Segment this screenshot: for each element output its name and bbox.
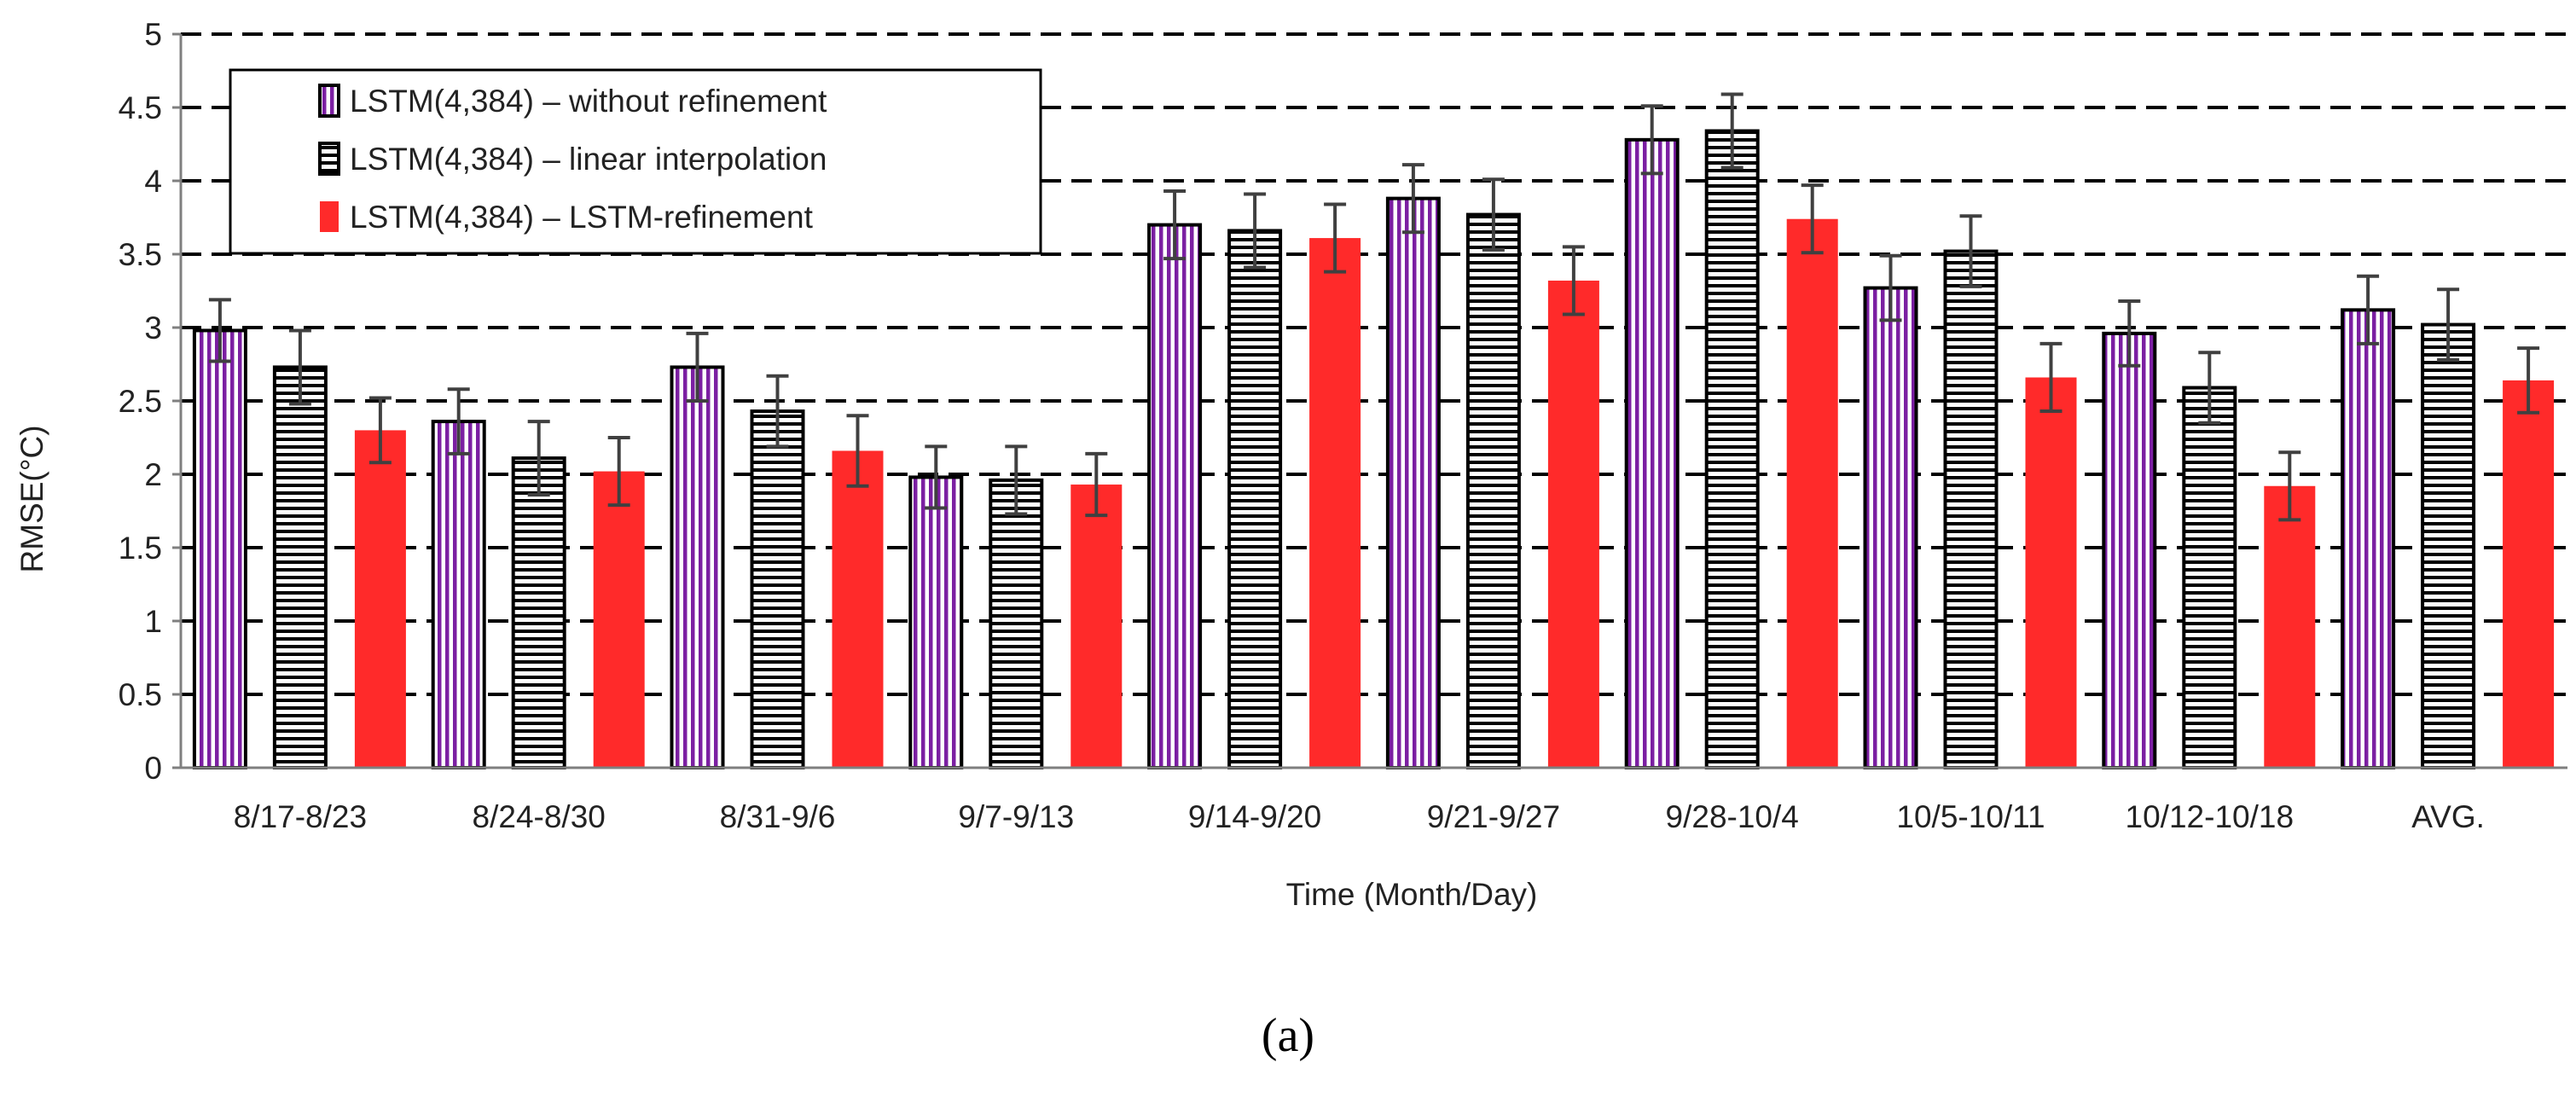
bar-without-refinement: [431, 420, 486, 769]
y-axis-title: RMSE(°C): [15, 425, 49, 572]
y-tick-label: 3: [144, 311, 162, 345]
legend-swatch: [318, 84, 340, 118]
x-tick-label: 10/12-10/18: [2126, 799, 2295, 834]
y-tick-label: 4: [144, 164, 162, 199]
bars: [192, 129, 2555, 770]
error-bar: [846, 414, 869, 488]
x-tick-label: 9/21-9/27: [1427, 799, 1560, 834]
error-bar: [1324, 202, 1347, 274]
error-bar: [1562, 245, 1585, 316]
legend-label: LSTM(4,384) – LSTM-refinement: [350, 200, 814, 235]
bar-linear-interpolation: [750, 409, 805, 769]
legend: LSTM(4,384) – without refinement LSTM(4,3…: [229, 68, 1042, 255]
x-tick-labels: 8/17-8/23 8/24-8/30 8/31-9/6 9/7-9/13 9/14-9…: [234, 799, 2485, 834]
bar-without-refinement: [2341, 308, 2396, 769]
error-bar: [1401, 163, 1424, 235]
bar-linear-interpolation: [1943, 249, 1999, 769]
bar-lstm-refinement: [832, 450, 884, 768]
legend-label: LSTM(4,384) – linear interpolation: [350, 142, 827, 177]
bar-lstm-refinement: [1547, 280, 1599, 769]
x-tick-label: 9/7-9/13: [958, 799, 1074, 834]
y-tick-label: 5: [144, 17, 162, 52]
error-bar: [1959, 214, 1982, 288]
error-bar: [2039, 341, 2063, 414]
x-tick-label: 8/31-9/6: [720, 799, 836, 834]
error-bar: [1720, 92, 1743, 170]
y-tick-labels: 0 0.5 1 1.5 2 2.5 3 3.5 4 4.5 5: [119, 17, 162, 786]
bar-without-refinement: [2102, 331, 2157, 769]
y-tick-label: 0: [144, 751, 162, 786]
bar-lstm-refinement: [2025, 377, 2077, 768]
bar-linear-interpolation: [2182, 386, 2237, 769]
y-tick-label: 1: [144, 604, 162, 639]
error-bar: [1482, 177, 1505, 252]
error-bar: [2198, 351, 2221, 425]
panel-label: (a): [1262, 1009, 1314, 1062]
y-tick-label: 2: [144, 457, 162, 492]
y-tick-label: 1.5: [119, 531, 162, 566]
error-bar: [2278, 450, 2301, 522]
bar-linear-interpolation: [2421, 322, 2476, 769]
bar-without-refinement: [670, 365, 725, 769]
error-bar: [1005, 444, 1028, 516]
y-tick-label: 2.5: [119, 384, 162, 419]
error-bar: [686, 331, 709, 403]
bar-linear-interpolation: [272, 365, 328, 769]
bar-without-refinement: [1863, 286, 1918, 769]
error-bar: [1801, 183, 1824, 255]
error-bar: [1163, 189, 1186, 261]
bar-lstm-refinement: [593, 471, 645, 768]
y-tick-label: 0.5: [119, 677, 162, 712]
error-bar: [447, 387, 470, 456]
y-tick-label: 3.5: [119, 237, 162, 272]
bar-lstm-refinement: [1309, 238, 1361, 769]
x-tick-label: AVG.: [2411, 799, 2485, 834]
error-bar: [2437, 287, 2460, 362]
legend-label: LSTM(4,384) – without refinement: [350, 84, 827, 119]
x-tick-label: 8/24-8/30: [473, 799, 606, 834]
legend-swatch: [320, 201, 339, 232]
bar-without-refinement: [1624, 137, 1680, 769]
error-bar: [1640, 104, 1663, 176]
bar-linear-interpolation: [989, 478, 1044, 769]
error-bar: [2118, 299, 2141, 368]
x-tick-label: 8/17-8/23: [234, 799, 367, 834]
x-tick-label: 10/5-10/11: [1896, 799, 2045, 834]
error-bar: [208, 298, 231, 363]
error-bar: [288, 328, 311, 406]
axes: [172, 32, 2567, 769]
bar-linear-interpolation: [511, 456, 566, 770]
bar-lstm-refinement: [354, 430, 406, 768]
y-tick-label: 4.5: [119, 90, 162, 125]
error-bar: [527, 420, 550, 497]
error-bar: [368, 396, 392, 465]
error-bars: [208, 92, 2540, 522]
error-bar: [1085, 451, 1108, 518]
bar-lstm-refinement: [2264, 485, 2316, 768]
bar-without-refinement: [908, 475, 964, 769]
bar-without-refinement: [192, 328, 247, 769]
bar-linear-interpolation: [1465, 212, 1521, 769]
x-tick-label: 9/28-10/4: [1666, 799, 1799, 834]
bar-linear-interpolation: [1227, 229, 1283, 770]
bar-lstm-refinement: [1070, 485, 1123, 768]
bar-without-refinement: [1147, 223, 1203, 770]
bar-linear-interpolation: [1704, 129, 1760, 769]
legend-box: [229, 68, 1042, 255]
error-bar: [2357, 274, 2380, 345]
error-bar: [2517, 346, 2540, 415]
bar-lstm-refinement: [1786, 218, 1838, 769]
x-tick-label: 9/14-9/20: [1188, 799, 1321, 834]
error-bar: [1244, 192, 1267, 270]
error-bar: [925, 444, 948, 510]
bar-lstm-refinement: [2503, 380, 2555, 768]
legend-swatch: [318, 142, 340, 176]
error-bar: [766, 374, 789, 449]
error-bar: [607, 436, 630, 508]
bar-without-refinement: [1385, 196, 1441, 769]
error-bar: [1879, 253, 1902, 322]
x-axis-title: Time (Month/Day): [1286, 877, 1538, 912]
